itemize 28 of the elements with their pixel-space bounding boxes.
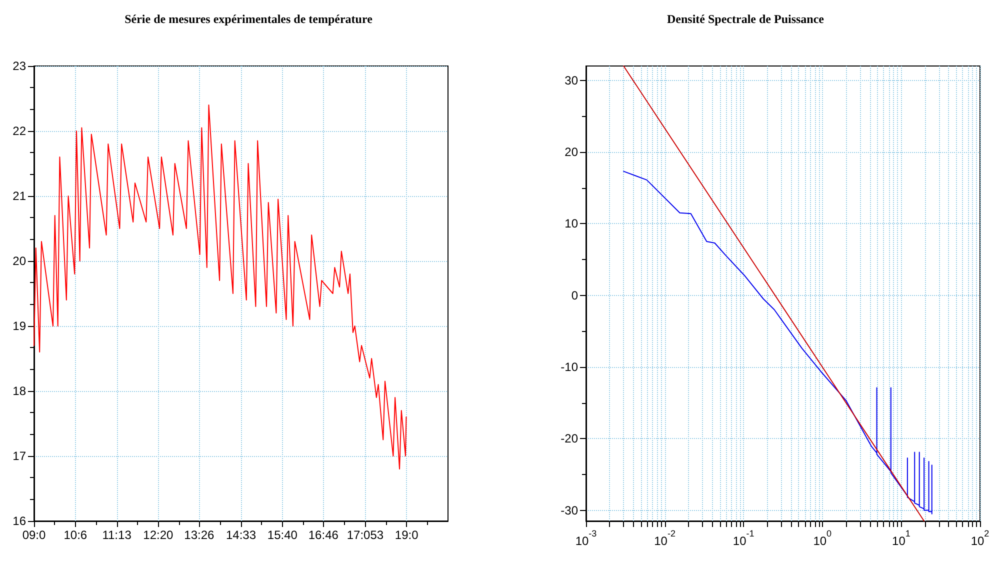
y-tick-label: 20 xyxy=(564,144,578,159)
x-tick-label: 12:20 xyxy=(143,528,174,542)
x-tick-label: 19:0 xyxy=(394,528,419,542)
x-tick-label: 13:26 xyxy=(184,528,215,542)
y-tick-label: 22 xyxy=(12,124,26,138)
y-tick-label: 30 xyxy=(564,73,578,88)
y-tick-label: 16 xyxy=(12,514,26,528)
y-tick-label: -10 xyxy=(560,360,578,374)
x-tick-label: 16:46 xyxy=(308,528,339,542)
y-tick-label: 19 xyxy=(12,319,26,333)
x-tick-label: 17:053 xyxy=(346,528,384,542)
y-tick-label: 21 xyxy=(12,189,26,203)
line-series xyxy=(34,104,407,470)
chart-title: Densité Spectrale de Puissance xyxy=(667,12,825,26)
x-tick-label: 09:0 xyxy=(22,528,46,542)
chart-title: Série de mesures expérimentales de température xyxy=(124,12,374,26)
y-tick-label: 17 xyxy=(12,449,26,463)
x-tick-label: 10:6 xyxy=(64,528,88,542)
y-tick-label: 23 xyxy=(12,59,26,73)
x-tick-label: 11:13 xyxy=(102,528,132,542)
y-tick-label: 20 xyxy=(12,254,26,268)
x-tick-label: 14:33 xyxy=(226,528,256,542)
y-tick-label: 10 xyxy=(564,216,578,231)
y-tick-label: -30 xyxy=(560,503,578,518)
x-tick-label: 15:40 xyxy=(267,528,298,542)
y-tick-label: -20 xyxy=(560,432,578,446)
y-tick-label: 18 xyxy=(12,384,26,398)
y-tick-label: 0 xyxy=(571,288,578,302)
